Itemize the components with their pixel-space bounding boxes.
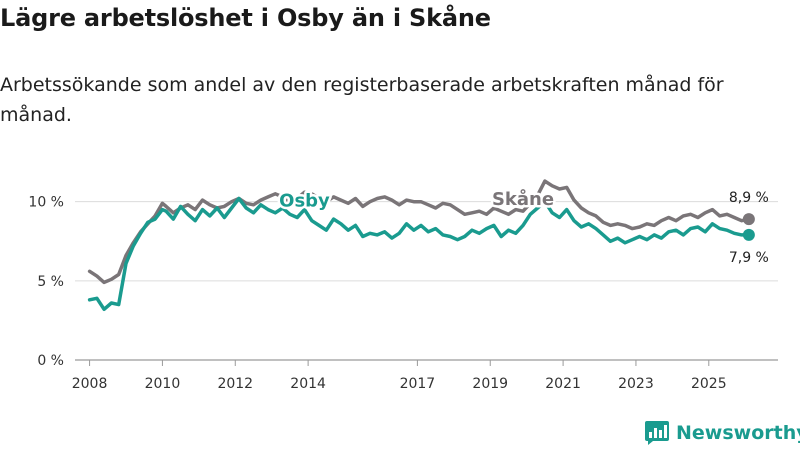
series-lines — [87, 179, 755, 312]
end-point-marker — [742, 213, 755, 226]
x-tick-label: 2010 — [145, 376, 181, 392]
bar-chart-logo-icon — [645, 421, 669, 445]
chart-subtitle: Arbetssökande som andel av den registerb… — [0, 74, 724, 126]
x-tick-label: 2014 — [290, 376, 326, 392]
y-tick-label: 5 % — [37, 274, 64, 290]
x-tick-label: 2012 — [217, 376, 253, 392]
series-line-osby — [87, 196, 751, 312]
x-tick-label: 2023 — [618, 376, 654, 392]
series-name-label: Skåne — [492, 188, 554, 210]
series-name-label: Osby — [279, 190, 330, 211]
chart-title: Lägre arbetslöshet i Osby än i Skåne — [0, 4, 491, 32]
gridlines — [75, 201, 778, 366]
end-point-marker — [742, 228, 755, 241]
y-tick-label: 0 % — [37, 353, 64, 369]
y-tick-label: 10 % — [28, 195, 64, 211]
x-tick-label: 2008 — [72, 376, 108, 392]
end-value-label: 8,9 % — [729, 190, 769, 206]
end-value-label: 7,9 % — [729, 250, 769, 266]
chart-labels: 0 % 5 % 10 % 2008 2010 2012 2014 2017 2019 2021 20… — [28, 185, 769, 392]
newsworthy-logo: Newsworthy — [644, 420, 800, 446]
x-tick-label: 2021 — [545, 376, 581, 392]
brand-name: Newsworthy — [676, 422, 800, 444]
x-tick-label: 2019 — [472, 376, 508, 392]
series-line-skne — [87, 179, 751, 285]
x-tick-label: 2017 — [400, 376, 436, 392]
x-tick-label: 2025 — [691, 376, 727, 392]
